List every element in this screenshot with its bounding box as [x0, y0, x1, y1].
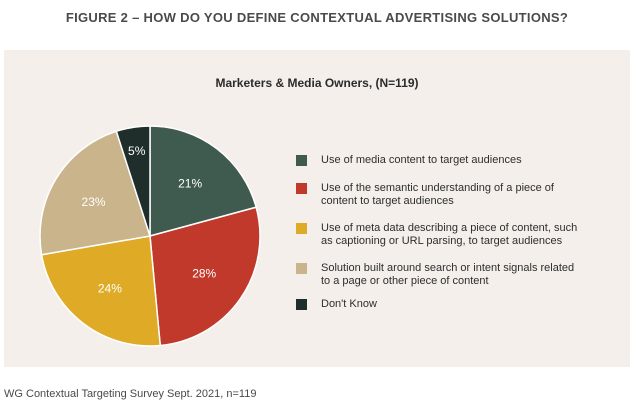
legend-item: Use of the semantic understanding of a p…	[296, 182, 616, 208]
pie-label-2: 28%	[192, 267, 216, 281]
legend-swatch	[296, 263, 307, 274]
chart-title: Marketers & Media Owners, (N=119)	[215, 76, 419, 90]
pie-slice-1	[149, 125, 258, 237]
pie-label-4: 23%	[82, 195, 106, 209]
legend-item: Use of meta data describing a piece of c…	[296, 222, 616, 248]
legend-swatch	[296, 183, 307, 194]
legend-label: Use of media content to target audiences	[321, 154, 522, 166]
source-note: WG Contextual Targeting Survey Sept. 202…	[4, 388, 257, 400]
pie-chart: 21% 28% 24% 23% 5%	[39, 125, 261, 347]
legend-item: Solution built around search or intent s…	[296, 262, 616, 288]
pie-slice-3	[40, 235, 162, 347]
pie-label-1: 21%	[178, 177, 202, 191]
legend-swatch	[296, 299, 307, 310]
legend-item: Use of media content to target audiences	[296, 154, 616, 167]
legend-swatch	[296, 223, 307, 234]
chart-panel: Marketers & Media Owners, (N=119) 21% 28%…	[4, 50, 630, 367]
legend-item: Don't Know	[296, 298, 616, 311]
pie-label-3: 24%	[98, 281, 122, 295]
pie-slice-2	[149, 206, 261, 347]
legend-label: Use of the semantic understanding of a p…	[321, 182, 554, 207]
pie-label-5: 5%	[128, 144, 146, 158]
legend-label: Don't Know	[321, 298, 377, 310]
figure-title: FIGURE 2 – HOW DO YOU DEFINE CONTEXTUAL …	[65, 10, 569, 25]
pie-slice-5	[115, 125, 151, 237]
legend-label: Use of meta data describing a piece of c…	[321, 222, 578, 247]
legend-label: Solution built around search or intent s…	[321, 262, 575, 287]
legend-swatch	[296, 155, 307, 166]
pie-slice-4	[39, 130, 151, 256]
